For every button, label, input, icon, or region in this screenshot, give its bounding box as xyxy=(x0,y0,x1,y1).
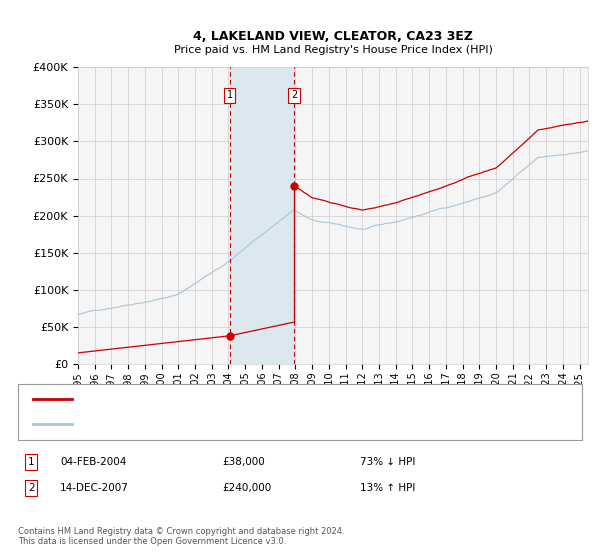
Text: 4, LAKELAND VIEW, CLEATOR, CA23 3EZ (detached house): 4, LAKELAND VIEW, CLEATOR, CA23 3EZ (det… xyxy=(78,394,383,404)
Text: 1: 1 xyxy=(28,457,35,467)
Text: Price paid vs. HM Land Registry's House Price Index (HPI): Price paid vs. HM Land Registry's House … xyxy=(173,45,493,55)
Text: 14-DEC-2007: 14-DEC-2007 xyxy=(60,483,129,493)
Text: £240,000: £240,000 xyxy=(222,483,271,493)
Text: 73% ↓ HPI: 73% ↓ HPI xyxy=(360,457,415,467)
Text: 2: 2 xyxy=(291,90,297,100)
Text: 1: 1 xyxy=(227,90,233,100)
Bar xyxy=(230,67,294,364)
Text: HPI: Average price, detached house, Cumberland: HPI: Average price, detached house, Cumb… xyxy=(78,419,335,429)
Text: 13% ↑ HPI: 13% ↑ HPI xyxy=(360,483,415,493)
Text: 04-FEB-2004: 04-FEB-2004 xyxy=(60,457,127,467)
Text: 2: 2 xyxy=(28,483,35,493)
Text: £38,000: £38,000 xyxy=(222,457,265,467)
Text: 4, LAKELAND VIEW, CLEATOR, CA23 3EZ: 4, LAKELAND VIEW, CLEATOR, CA23 3EZ xyxy=(193,30,473,43)
Text: Contains HM Land Registry data © Crown copyright and database right 2024.
This d: Contains HM Land Registry data © Crown c… xyxy=(18,526,344,546)
